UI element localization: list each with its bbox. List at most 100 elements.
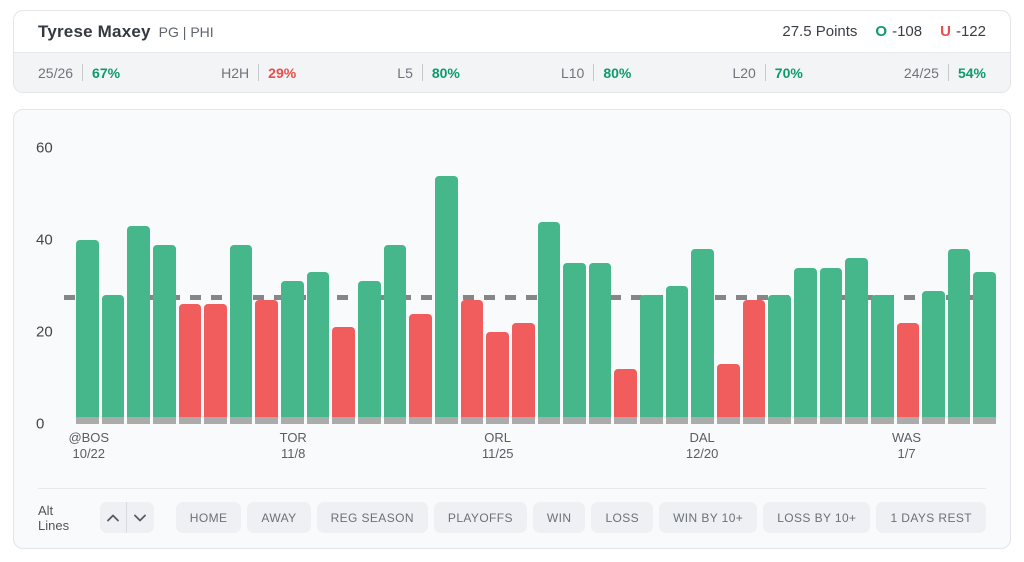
game-bar-over[interactable] <box>537 221 561 424</box>
game-bar-under[interactable] <box>460 299 484 424</box>
game-bar-over[interactable] <box>870 295 894 424</box>
game-bar-over[interactable] <box>845 258 868 424</box>
bar-base <box>306 417 330 424</box>
game-bar-over[interactable] <box>691 249 715 424</box>
bar-base <box>255 417 279 424</box>
bar-fill <box>101 295 125 417</box>
game-bar-over[interactable] <box>383 244 407 424</box>
bar-base <box>332 417 356 424</box>
game-bar-under[interactable] <box>178 304 202 424</box>
game-bar-over[interactable] <box>563 263 586 424</box>
prop-odds-group: 27.5 Points O -108 U -122 <box>782 23 986 40</box>
y-tick-label: 40 <box>36 231 53 249</box>
y-tick-label: 60 <box>36 139 53 157</box>
game-bar-over[interactable] <box>152 244 176 424</box>
game-bar-under[interactable] <box>717 364 740 424</box>
stat-divider <box>764 64 766 81</box>
bar-fill <box>306 272 330 417</box>
bar-fill <box>152 244 176 417</box>
filter-chip-loss[interactable]: LOSS <box>591 502 654 533</box>
filter-chip-playoffs[interactable]: PLAYOFFS <box>433 502 527 533</box>
line-down-button[interactable] <box>127 502 154 533</box>
bar-fill <box>845 258 868 417</box>
line-up-button[interactable] <box>100 502 127 533</box>
bar-fill <box>563 263 586 417</box>
stat-divider <box>421 64 423 81</box>
game-bar-under[interactable] <box>204 304 227 424</box>
x-label-orl: ORL 11/25 <box>482 430 514 462</box>
filter-chip-loss-by-10-[interactable]: LOSS BY 10+ <box>763 502 871 533</box>
game-bar-over[interactable] <box>793 267 817 424</box>
game-bar-over[interactable] <box>101 295 125 424</box>
game-bar-under[interactable] <box>409 313 432 424</box>
game-bar-over[interactable] <box>127 226 150 424</box>
stat-24-25: 24/25 54% <box>904 64 986 81</box>
bar-fill <box>691 249 715 417</box>
bar-base <box>409 417 432 424</box>
y-tick-label: 0 <box>36 415 45 433</box>
alt-lines-label: Alt Lines <box>38 502 70 533</box>
game-bar-over[interactable] <box>640 295 663 424</box>
toolbar-divider <box>38 488 986 489</box>
filter-chip-reg-season[interactable]: REG SEASON <box>316 502 428 533</box>
game-bar-under[interactable] <box>614 368 638 424</box>
bar-base <box>588 417 612 424</box>
over-symbol: O <box>875 23 888 40</box>
bar-base <box>896 417 920 424</box>
game-bar-over[interactable] <box>768 295 791 424</box>
filter-chip-win[interactable]: WIN <box>532 502 586 533</box>
bar-fill <box>434 175 458 417</box>
bar-fill <box>229 244 253 417</box>
stat-divider <box>947 64 949 81</box>
game-bar-over[interactable] <box>665 286 689 424</box>
stat-value: 70% <box>774 64 803 81</box>
game-bar-over[interactable] <box>947 249 971 424</box>
bar-base <box>845 417 868 424</box>
filter-chip-away[interactable]: AWAY <box>247 502 311 533</box>
bar-fill <box>537 221 561 417</box>
game-bar-under[interactable] <box>896 322 920 424</box>
chart-card: 0 20 40 60 @BOS 10/22 TOR 11/8 ORL 11/25 DAL 12/20… <box>13 109 1011 549</box>
game-bar-over[interactable] <box>973 272 997 424</box>
x-axis: @BOS 10/22 TOR 11/8 ORL 11/25 DAL 12/20 WAS 1/7 <box>68 430 996 476</box>
bar-fill <box>281 281 304 417</box>
points-bar-chart: 0 20 40 60 <box>14 126 997 433</box>
game-bar-over[interactable] <box>281 281 304 424</box>
bar-base <box>717 417 740 424</box>
game-bar-over[interactable] <box>922 290 945 424</box>
game-bar-over[interactable] <box>306 272 330 424</box>
filter-chip-win-by-10-[interactable]: WIN BY 10+ <box>659 502 758 533</box>
game-bar-over[interactable] <box>588 263 612 424</box>
bar-base <box>691 417 715 424</box>
game-bar-over[interactable] <box>819 267 843 424</box>
game-bar-under[interactable] <box>486 332 509 424</box>
under-odds: U -122 <box>940 23 986 40</box>
game-bar-over[interactable] <box>358 281 381 424</box>
bar-fill <box>460 299 484 417</box>
bar-fill <box>665 286 689 417</box>
bar-base <box>614 417 638 424</box>
bar-base <box>870 417 894 424</box>
bars-container <box>76 175 997 424</box>
game-bar-over[interactable] <box>76 240 99 424</box>
bar-base <box>101 417 125 424</box>
bar-base <box>434 417 458 424</box>
bar-fill <box>178 304 202 417</box>
game-bar-under[interactable] <box>332 327 356 424</box>
bar-base <box>358 417 381 424</box>
game-bar-under[interactable] <box>511 322 535 424</box>
game-bar-under[interactable] <box>255 299 279 424</box>
game-bar-under[interactable] <box>742 299 766 424</box>
game-bar-over[interactable] <box>229 244 253 424</box>
game-bar-over[interactable] <box>434 175 458 424</box>
bar-base <box>563 417 586 424</box>
bar-base <box>281 417 304 424</box>
stat-divider <box>258 64 260 81</box>
filter-chip-home[interactable]: HOME <box>175 502 242 533</box>
filter-chip-1-days-rest[interactable]: 1 DAYS REST <box>876 502 986 533</box>
x-label-date: 10/22 <box>72 446 106 461</box>
stat-h2h: H2H 29% <box>221 64 296 81</box>
bar-base <box>973 417 997 424</box>
bar-fill <box>819 267 843 417</box>
alt-lines-stepper <box>99 502 154 533</box>
